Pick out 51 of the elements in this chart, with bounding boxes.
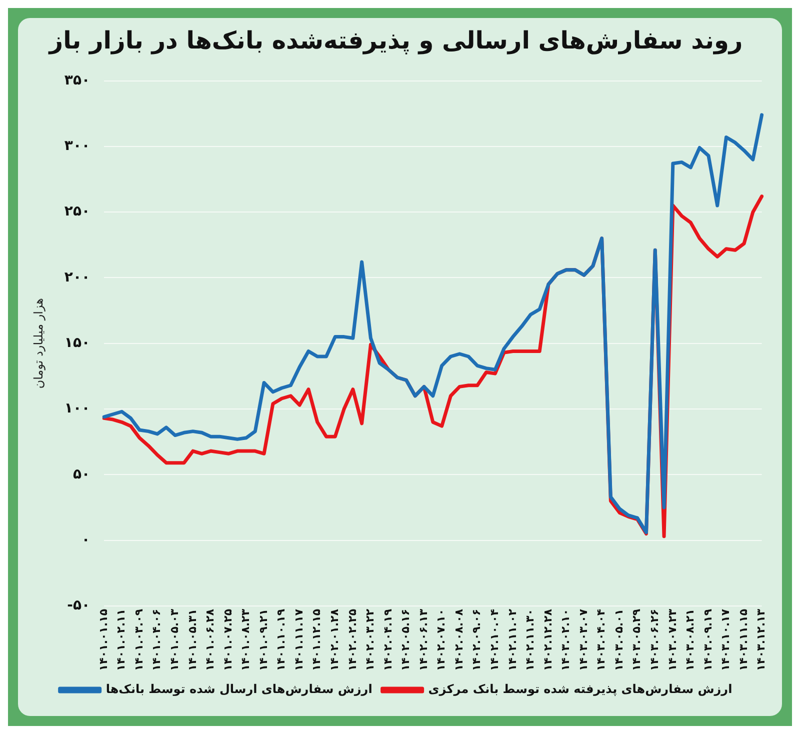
x-tick-label: ۱۴۰۲.۰۷.۱۰ bbox=[434, 608, 448, 672]
x-tick-label: ۱۴۰۳.۰۵.۲۹ bbox=[630, 608, 644, 672]
x-tick-label: ۱۴۰۳.۰۳.۰۷ bbox=[576, 608, 590, 672]
x-tick-label: ۱۴۰۲.۰۳.۲۲ bbox=[364, 608, 377, 672]
y-tick-label: ۱۰۰ bbox=[64, 400, 90, 417]
x-tick-label: ۱۴۰۲.۰۲.۲۵ bbox=[346, 608, 359, 672]
x-tick-label: ۱۴۰۳.۰۷.۲۳ bbox=[666, 608, 679, 672]
y-tick-label: ۲۰۰ bbox=[64, 269, 90, 286]
x-tick-label: ۱۴۰۱.۰۸.۲۳ bbox=[239, 608, 252, 672]
y-tick-label: ۲۵۰ bbox=[64, 204, 90, 220]
y-tick-label: ۳۰۰ bbox=[64, 138, 90, 154]
x-tick-label: ۱۴۰۱.۰۴.۰۶ bbox=[150, 608, 164, 672]
x-tick-label: ۱۴۰۱.۰۲.۱۱ bbox=[114, 608, 128, 672]
x-tick-label: ۱۴۰۲.۰۴.۱۹ bbox=[381, 608, 394, 672]
x-tick-label: ۱۴۰۱.۰۹.۲۱ bbox=[256, 608, 270, 672]
legend-label: ارزش سفارش‌های ارسال شده توسط بانک‌ها bbox=[106, 682, 372, 696]
x-tick-label: ۱۴۰۱.۰۵.۳۱ bbox=[186, 608, 199, 672]
x-tick-label: ۱۴۰۱.۱۱.۱۷ bbox=[292, 608, 306, 672]
x-tick-label: ۱۴۰۳.۱۰.۱۷ bbox=[719, 608, 732, 672]
x-tick-label: ۱۴۰۳.۱۱.۱۵ bbox=[736, 608, 750, 672]
x-tick-label: ۱۴۰۲.۰۸.۰۸ bbox=[452, 608, 466, 672]
x-tick-label: ۱۴۰۲.۰۵.۱۶ bbox=[399, 608, 412, 672]
y-tick-label: -۵۰ bbox=[67, 598, 90, 614]
x-tick-label: ۱۴۰۱.۱۰.۱۹ bbox=[274, 608, 288, 672]
x-tick-label: ۱۴۰۱.۰۳.۰۹ bbox=[132, 608, 146, 672]
x-tick-label: ۱۴۰۱.۰۱.۱۵ bbox=[96, 608, 110, 672]
x-tick-label: ۱۴۰۳.۰۲.۱۰ bbox=[559, 608, 572, 672]
x-tick-label: ۱۴۰۱.۰۶.۲۸ bbox=[204, 608, 217, 672]
x-tick-label: ۱۴۰۱.۰۵.۰۳ bbox=[168, 608, 182, 672]
y-tick-label: ۱۵۰ bbox=[64, 335, 90, 352]
x-tick-label: ۱۴۰۲.۱۱.۳۰ bbox=[524, 608, 537, 672]
x-tick-label: ۱۴۰۳.۰۸.۲۱ bbox=[684, 608, 697, 672]
x-tick-label: ۱۴۰۲.۱۲.۲۸ bbox=[541, 608, 554, 672]
chart-title: روند سفارش‌های ارسالی و پذیرفته‌شده بانک‌ها در بازار باز bbox=[48, 26, 743, 55]
x-tick-label: ۱۴۰۳.۰۶.۲۶ bbox=[648, 608, 661, 672]
y-axis-title: هزار میلیارد تومان bbox=[31, 298, 46, 389]
x-tick-label: ۱۴۰۳.۱۲.۱۳ bbox=[754, 608, 768, 672]
x-tick-label: ۱۴۰۲.۱۱.۰۲ bbox=[506, 608, 519, 672]
x-tick-label: ۱۴۰۲.۱۰.۰۴ bbox=[488, 608, 501, 672]
legend-label: ارزش سفارش‌های پذیرفته شده توسط بانک مرکزی bbox=[428, 682, 732, 696]
y-tick-label: ۵۰ bbox=[72, 466, 90, 482]
x-tick-label: ۱۴۰۲.۰۶.۱۳ bbox=[416, 608, 430, 672]
x-tick-label: ۱۴۰۳.۰۴.۰۴ bbox=[594, 608, 608, 672]
y-tick-label: ۰ bbox=[81, 532, 90, 548]
y-tick-label: ۳۵۰ bbox=[64, 72, 90, 88]
x-tick-label: ۱۴۰۱.۱۲.۱۵ bbox=[310, 608, 324, 672]
x-tick-label: ۱۴۰۱.۰۷.۲۵ bbox=[221, 608, 234, 672]
x-tick-label: ۱۴۰۲.۰۱.۲۸ bbox=[328, 608, 341, 672]
x-tick-label: ۱۴۰۳.۰۵.۰۱ bbox=[612, 608, 626, 672]
x-tick-label: ۱۴۰۲.۰۹.۰۶ bbox=[470, 608, 484, 672]
x-tick-label: ۱۴۰۳.۰۹.۱۹ bbox=[701, 608, 714, 672]
